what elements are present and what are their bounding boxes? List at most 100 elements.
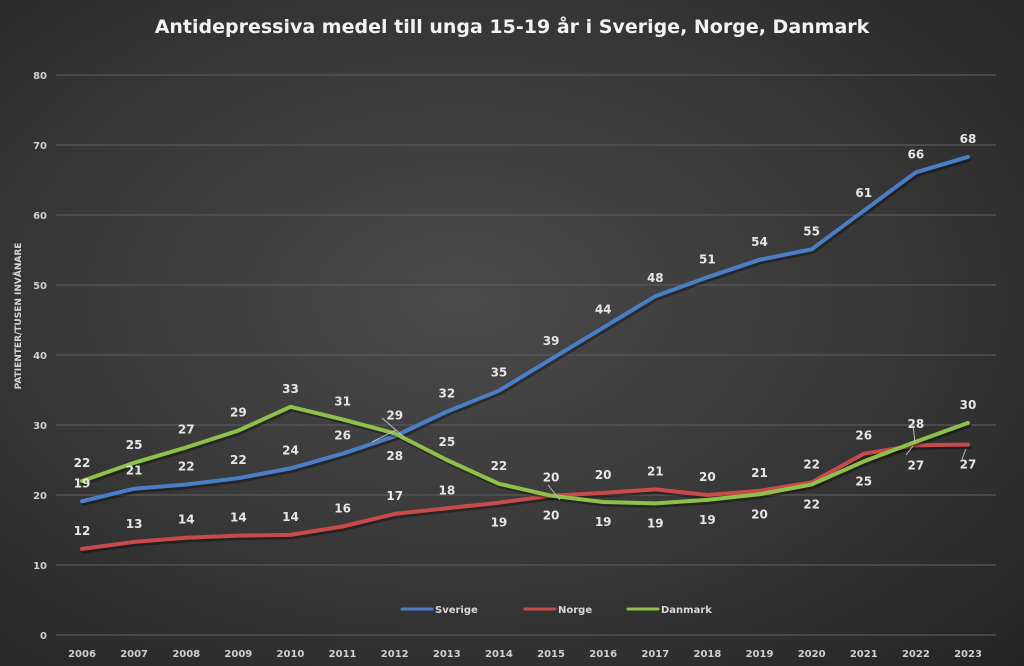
data-label-sverige: 39 xyxy=(543,334,560,348)
data-label-sverige: 55 xyxy=(803,224,820,238)
label-leader-line xyxy=(905,445,914,456)
series-line-sverige xyxy=(80,154,970,504)
data-label-danmark: 20 xyxy=(751,507,768,521)
x-tick-label: 2006 xyxy=(68,649,96,660)
data-label-danmark: 31 xyxy=(334,394,351,408)
gridlines xyxy=(56,74,996,636)
label-leader-line xyxy=(912,424,916,444)
data-label-sverige: 51 xyxy=(699,252,716,266)
data-label-norge: 27 xyxy=(908,458,925,472)
data-label-norge: 27 xyxy=(960,458,977,472)
data-label-danmark: 19 xyxy=(595,515,612,529)
y-tick-label: 80 xyxy=(33,71,47,82)
data-label-danmark: 22 xyxy=(491,459,508,473)
data-labels: 19 21 22 22 24 26 28 32 35 39 44 48 51 54 55 61 66 68 12 13… xyxy=(74,132,977,538)
data-label-norge: 14 xyxy=(230,511,247,525)
y-tick-label: 20 xyxy=(33,491,47,502)
data-label-norge: 14 xyxy=(178,513,195,527)
legend: Sverige Norge Danmark xyxy=(400,605,712,616)
label-leader-line xyxy=(381,417,405,438)
x-tick-label: 2015 xyxy=(537,649,565,660)
data-label-sverige: 68 xyxy=(960,132,977,146)
legend-label-sverige: Sverige xyxy=(435,605,478,616)
data-label-sverige: 22 xyxy=(230,453,247,467)
y-tick-label: 60 xyxy=(33,211,47,222)
x-tick-label: 2010 xyxy=(277,649,305,660)
data-label-danmark: 29 xyxy=(386,408,403,422)
x-tick-label: 2009 xyxy=(224,649,252,660)
y-tick-label: 0 xyxy=(40,631,47,642)
data-label-norge: 26 xyxy=(855,429,872,443)
data-label-norge: 19 xyxy=(491,516,508,530)
data-label-sverige: 61 xyxy=(855,186,872,200)
data-label-norge: 14 xyxy=(282,510,299,524)
data-label-danmark: 22 xyxy=(803,498,820,512)
data-label-norge: 21 xyxy=(751,466,768,480)
y-tick-label: 10 xyxy=(33,561,47,572)
data-label-norge: 20 xyxy=(595,468,612,482)
data-label-sverige: 54 xyxy=(751,235,768,249)
legend-label-danmark: Danmark xyxy=(661,605,712,616)
data-label-sverige: 22 xyxy=(178,460,195,474)
data-label-danmark: 28 xyxy=(908,417,925,431)
data-label-norge: 21 xyxy=(647,464,664,478)
y-tick-label: 40 xyxy=(33,351,47,362)
data-label-sverige: 35 xyxy=(491,366,508,380)
x-tick-label: 2023 xyxy=(954,649,982,660)
chart-title: Antidepressiva medel till unga 15-19 år … xyxy=(155,14,870,38)
x-tick-label: 2021 xyxy=(850,649,878,660)
data-label-danmark: 19 xyxy=(699,513,716,527)
data-label-norge: 17 xyxy=(386,489,403,503)
data-label-sverige: 32 xyxy=(438,387,455,401)
legend-label-norge: Norge xyxy=(558,605,592,616)
data-label-sverige: 19 xyxy=(74,476,91,490)
data-label-danmark: 22 xyxy=(74,456,91,470)
data-label-danmark: 29 xyxy=(230,406,247,420)
series-shadow xyxy=(81,157,972,506)
x-axis-ticks: 2006 2007 2008 2009 2010 2011 2012 2013 2014 2015… xyxy=(68,649,982,660)
data-label-norge: 12 xyxy=(74,524,91,538)
data-label-norge: 20 xyxy=(699,470,716,484)
label-leader-line xyxy=(547,484,561,501)
data-label-norge: 22 xyxy=(803,457,820,471)
data-label-sverige: 66 xyxy=(908,147,925,161)
y-tick-label: 30 xyxy=(33,421,47,432)
data-label-sverige: 24 xyxy=(282,443,299,457)
x-tick-label: 2020 xyxy=(798,649,826,660)
y-axis-label: PATIENTER/TUSEN INVÅNARE xyxy=(13,243,24,390)
data-label-sverige: 21 xyxy=(126,464,143,478)
data-label-norge: 20 xyxy=(543,471,560,485)
x-tick-label: 2019 xyxy=(746,649,774,660)
data-label-danmark: 27 xyxy=(178,422,195,436)
x-tick-label: 2022 xyxy=(902,649,930,660)
data-label-norge: 13 xyxy=(126,517,143,531)
y-tick-label: 50 xyxy=(33,281,47,292)
series-line-norge xyxy=(80,442,970,551)
x-tick-label: 2014 xyxy=(485,649,513,660)
data-label-sverige: 28 xyxy=(386,449,403,463)
x-tick-label: 2011 xyxy=(329,649,357,660)
x-tick-label: 2007 xyxy=(120,649,148,660)
x-tick-label: 2013 xyxy=(433,649,461,660)
y-tick-label: 70 xyxy=(33,141,47,152)
y-axis-ticks: 0 10 20 30 40 50 60 70 80 xyxy=(33,71,47,642)
x-tick-label: 2016 xyxy=(589,649,617,660)
series-lines xyxy=(80,154,972,554)
data-label-danmark: 25 xyxy=(855,474,872,488)
x-tick-label: 2008 xyxy=(172,649,200,660)
label-leader-line xyxy=(961,448,967,460)
x-tick-label: 2018 xyxy=(693,649,721,660)
data-label-danmark: 19 xyxy=(647,516,664,530)
data-label-sverige: 48 xyxy=(647,271,664,285)
x-tick-label: 2017 xyxy=(641,649,669,660)
data-label-danmark: 30 xyxy=(960,398,977,412)
data-label-norge: 18 xyxy=(438,483,455,497)
series-line-danmark xyxy=(80,404,970,506)
data-label-sverige: 44 xyxy=(595,303,612,317)
x-tick-label: 2012 xyxy=(381,649,409,660)
data-label-sverige: 26 xyxy=(334,429,351,443)
label-leader-line xyxy=(371,429,397,443)
data-label-danmark: 33 xyxy=(282,382,299,396)
data-label-danmark: 25 xyxy=(126,438,143,452)
